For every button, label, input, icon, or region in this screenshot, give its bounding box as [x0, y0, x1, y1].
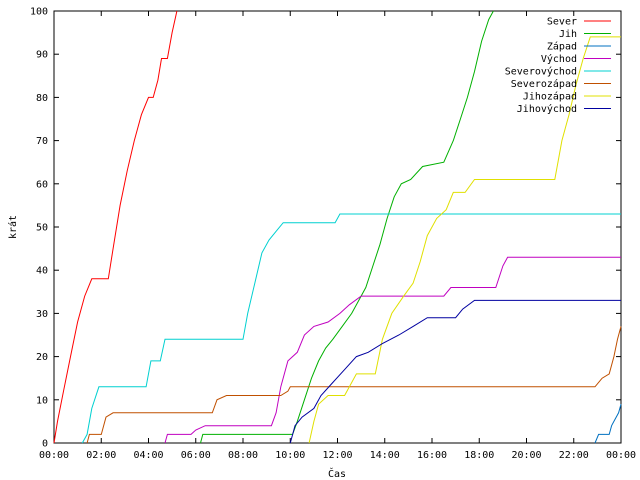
legend-label: Východ [541, 53, 577, 65]
y-tick-label: 10 [36, 395, 48, 406]
series-line-6 [86, 326, 622, 444]
legend-label: Severozápad [511, 78, 577, 90]
x-tick-label: 18:00 [464, 450, 494, 461]
legend: SeverJihZápadVýchodSeverovýchodSeverozáp… [505, 17, 611, 115]
y-tick-label: 40 [36, 266, 48, 277]
x-axis-label: Čas [328, 467, 346, 480]
x-tick-label: 08:00 [228, 450, 258, 461]
x-tick-label: 02:00 [86, 450, 116, 461]
legend-label: Severovýchod [505, 66, 577, 78]
y-tick-label: 20 [36, 352, 48, 363]
axis-ticks: 00:00 02:00 04:00 06:00 08:00 10:00 12:00 14:00… [30, 7, 636, 462]
y-tick-label: 90 [36, 50, 48, 61]
y-tick-label: 30 [36, 309, 48, 320]
series-line-2 [200, 10, 494, 444]
x-tick-label: 00:00 [606, 450, 636, 461]
legend-label: Jihozápad [523, 91, 577, 103]
y-tick-label: 0 [42, 439, 48, 450]
x-tick-label: 14:00 [370, 450, 400, 461]
x-tick-label: 20:00 [511, 450, 541, 461]
series-line-8 [289, 299, 621, 444]
x-tick-label: 00:00 [39, 450, 69, 461]
x-tick-label: 12:00 [322, 450, 352, 461]
series-line-7 [308, 36, 621, 444]
y-tick-label: 60 [36, 179, 48, 190]
x-tick-label: 16:00 [417, 450, 447, 461]
y-tick-label: 50 [36, 223, 48, 234]
series-lines [53, 10, 622, 444]
legend-label: Sever [547, 17, 577, 28]
x-tick-label: 06:00 [181, 450, 211, 461]
y-tick-label: 100 [30, 7, 48, 18]
y-tick-label: 70 [36, 136, 48, 147]
x-tick-label: 22:00 [559, 450, 589, 461]
legend-label: Jihovýchod [517, 103, 577, 115]
y-axis-label: krát [7, 215, 19, 239]
legend-label: Jih [559, 29, 577, 40]
x-tick-label: 04:00 [133, 450, 163, 461]
legend-label: Západ [547, 41, 577, 53]
y-tick-label: 80 [36, 93, 48, 104]
series-line-3 [594, 403, 622, 444]
series-line-4 [164, 256, 621, 444]
series-line-5 [81, 213, 621, 444]
series-line-1 [53, 10, 178, 444]
x-tick-label: 10:00 [275, 450, 305, 461]
